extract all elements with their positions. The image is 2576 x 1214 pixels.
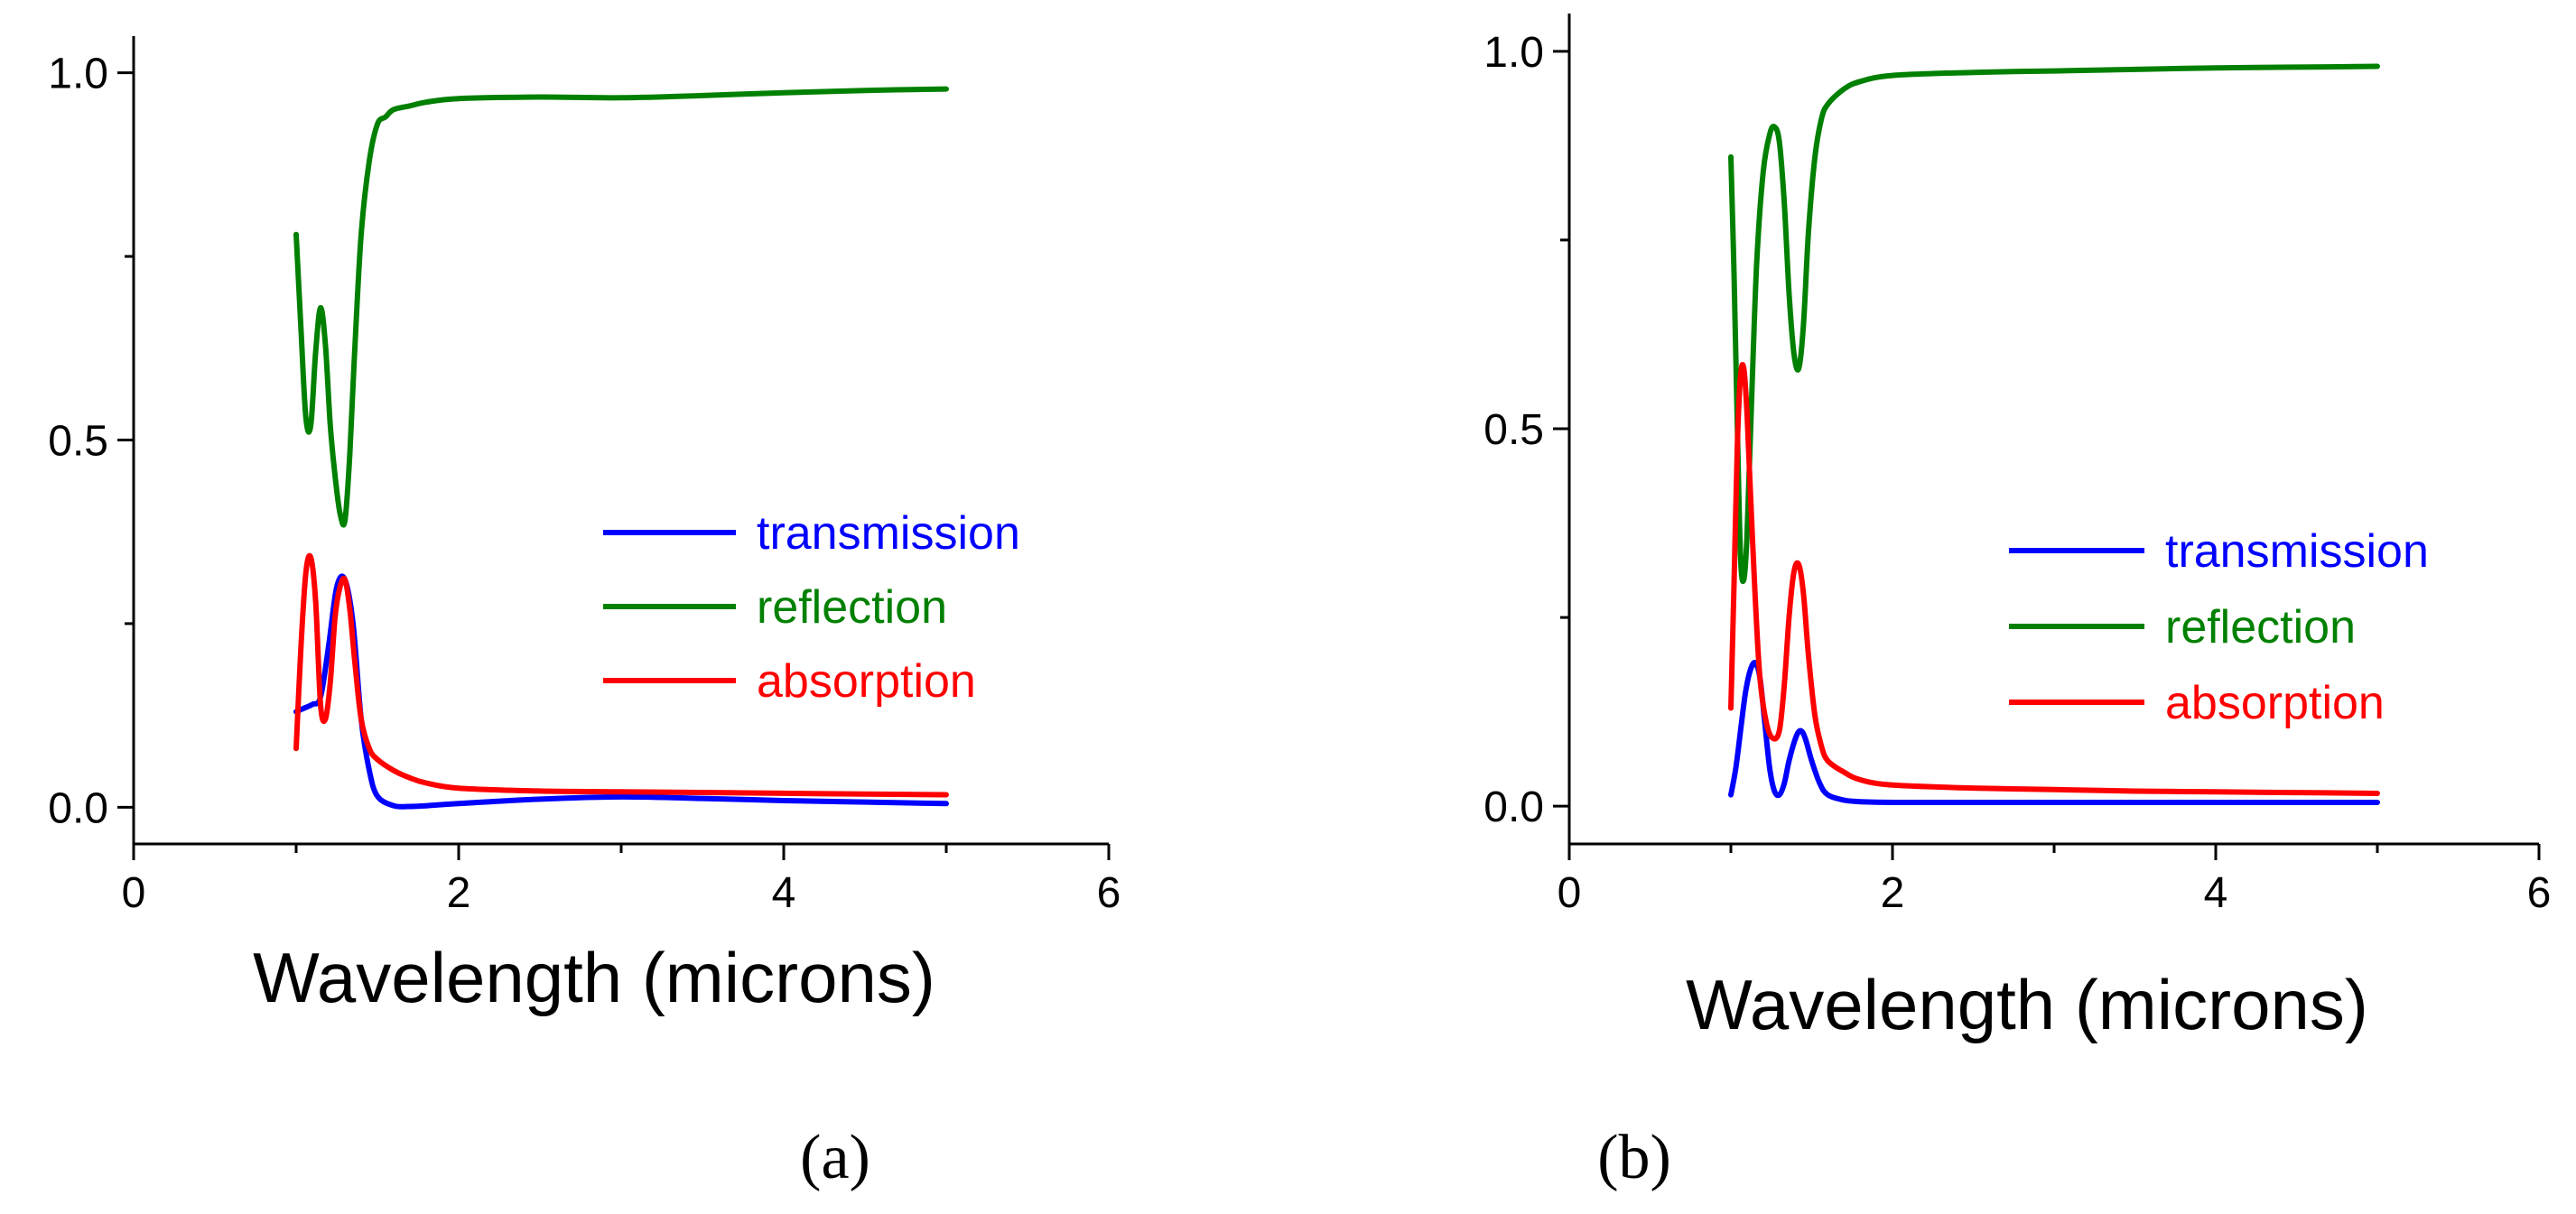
y-tick-label-b: 0.0	[1483, 783, 1544, 831]
x-tick-label-a: 4	[772, 869, 796, 917]
chart-panel-b: 0 2 4 6 0.0 0.5 1.0 transmission reflection abso…	[1483, 14, 2551, 1192]
y-tick-label-b: 1.0	[1483, 29, 1544, 77]
series-layer-b	[1728, 63, 2380, 806]
legend-label-absorption-b: absorption	[2165, 677, 2385, 729]
series-layer-a	[293, 86, 949, 810]
chart-panel-a: 0 2 4 6 0.0 0.5 1.0 transmission reflection abso…	[48, 36, 1121, 1192]
x-tick-label-b: 6	[2527, 869, 2552, 917]
y-tick-label-b: 0.5	[1483, 406, 1544, 454]
legend-b: transmission reflection absorption	[2009, 525, 2429, 729]
panel-label-b: (b)	[1597, 1123, 1671, 1192]
y-tick-label-a: 1.0	[48, 51, 108, 98]
x-axis-label-a: Wavelength (microns)	[253, 938, 935, 1017]
series-line-absorption-a	[293, 552, 949, 798]
legend-label-reflection-a: reflection	[757, 581, 947, 634]
x-tick-label-a: 0	[122, 869, 146, 917]
series-line-absorption-b	[1728, 361, 2380, 796]
x-axis-label-b: Wavelength (microns)	[1686, 965, 2368, 1044]
x-tick-label-a: 2	[447, 869, 471, 917]
axes-a: 0 2 4 6 0.0 0.5 1.0	[48, 36, 1121, 917]
axes-b: 0 2 4 6 0.0 0.5 1.0	[1483, 14, 2551, 917]
panel-label-a: (a)	[800, 1123, 870, 1192]
series-line-reflection-a	[293, 86, 949, 528]
series-line-transmission-b	[1728, 660, 2380, 806]
series-line-reflection-b	[1728, 63, 2380, 585]
series-line-transmission-a	[293, 573, 949, 810]
legend-label-reflection-b: reflection	[2165, 601, 2356, 653]
y-tick-label-a: 0.0	[48, 784, 108, 832]
x-tick-label-b: 0	[1558, 869, 1582, 917]
y-tick-label-a: 0.5	[48, 418, 108, 466]
legend-label-transmission-a: transmission	[757, 507, 1020, 560]
x-tick-label-b: 4	[2204, 869, 2228, 917]
x-tick-label-b: 2	[1881, 869, 1905, 917]
x-tick-label-a: 6	[1097, 869, 1121, 917]
legend-label-transmission-b: transmission	[2165, 525, 2429, 578]
legend-a: transmission reflection absorption	[603, 507, 1020, 708]
legend-label-absorption-a: absorption	[757, 655, 976, 708]
